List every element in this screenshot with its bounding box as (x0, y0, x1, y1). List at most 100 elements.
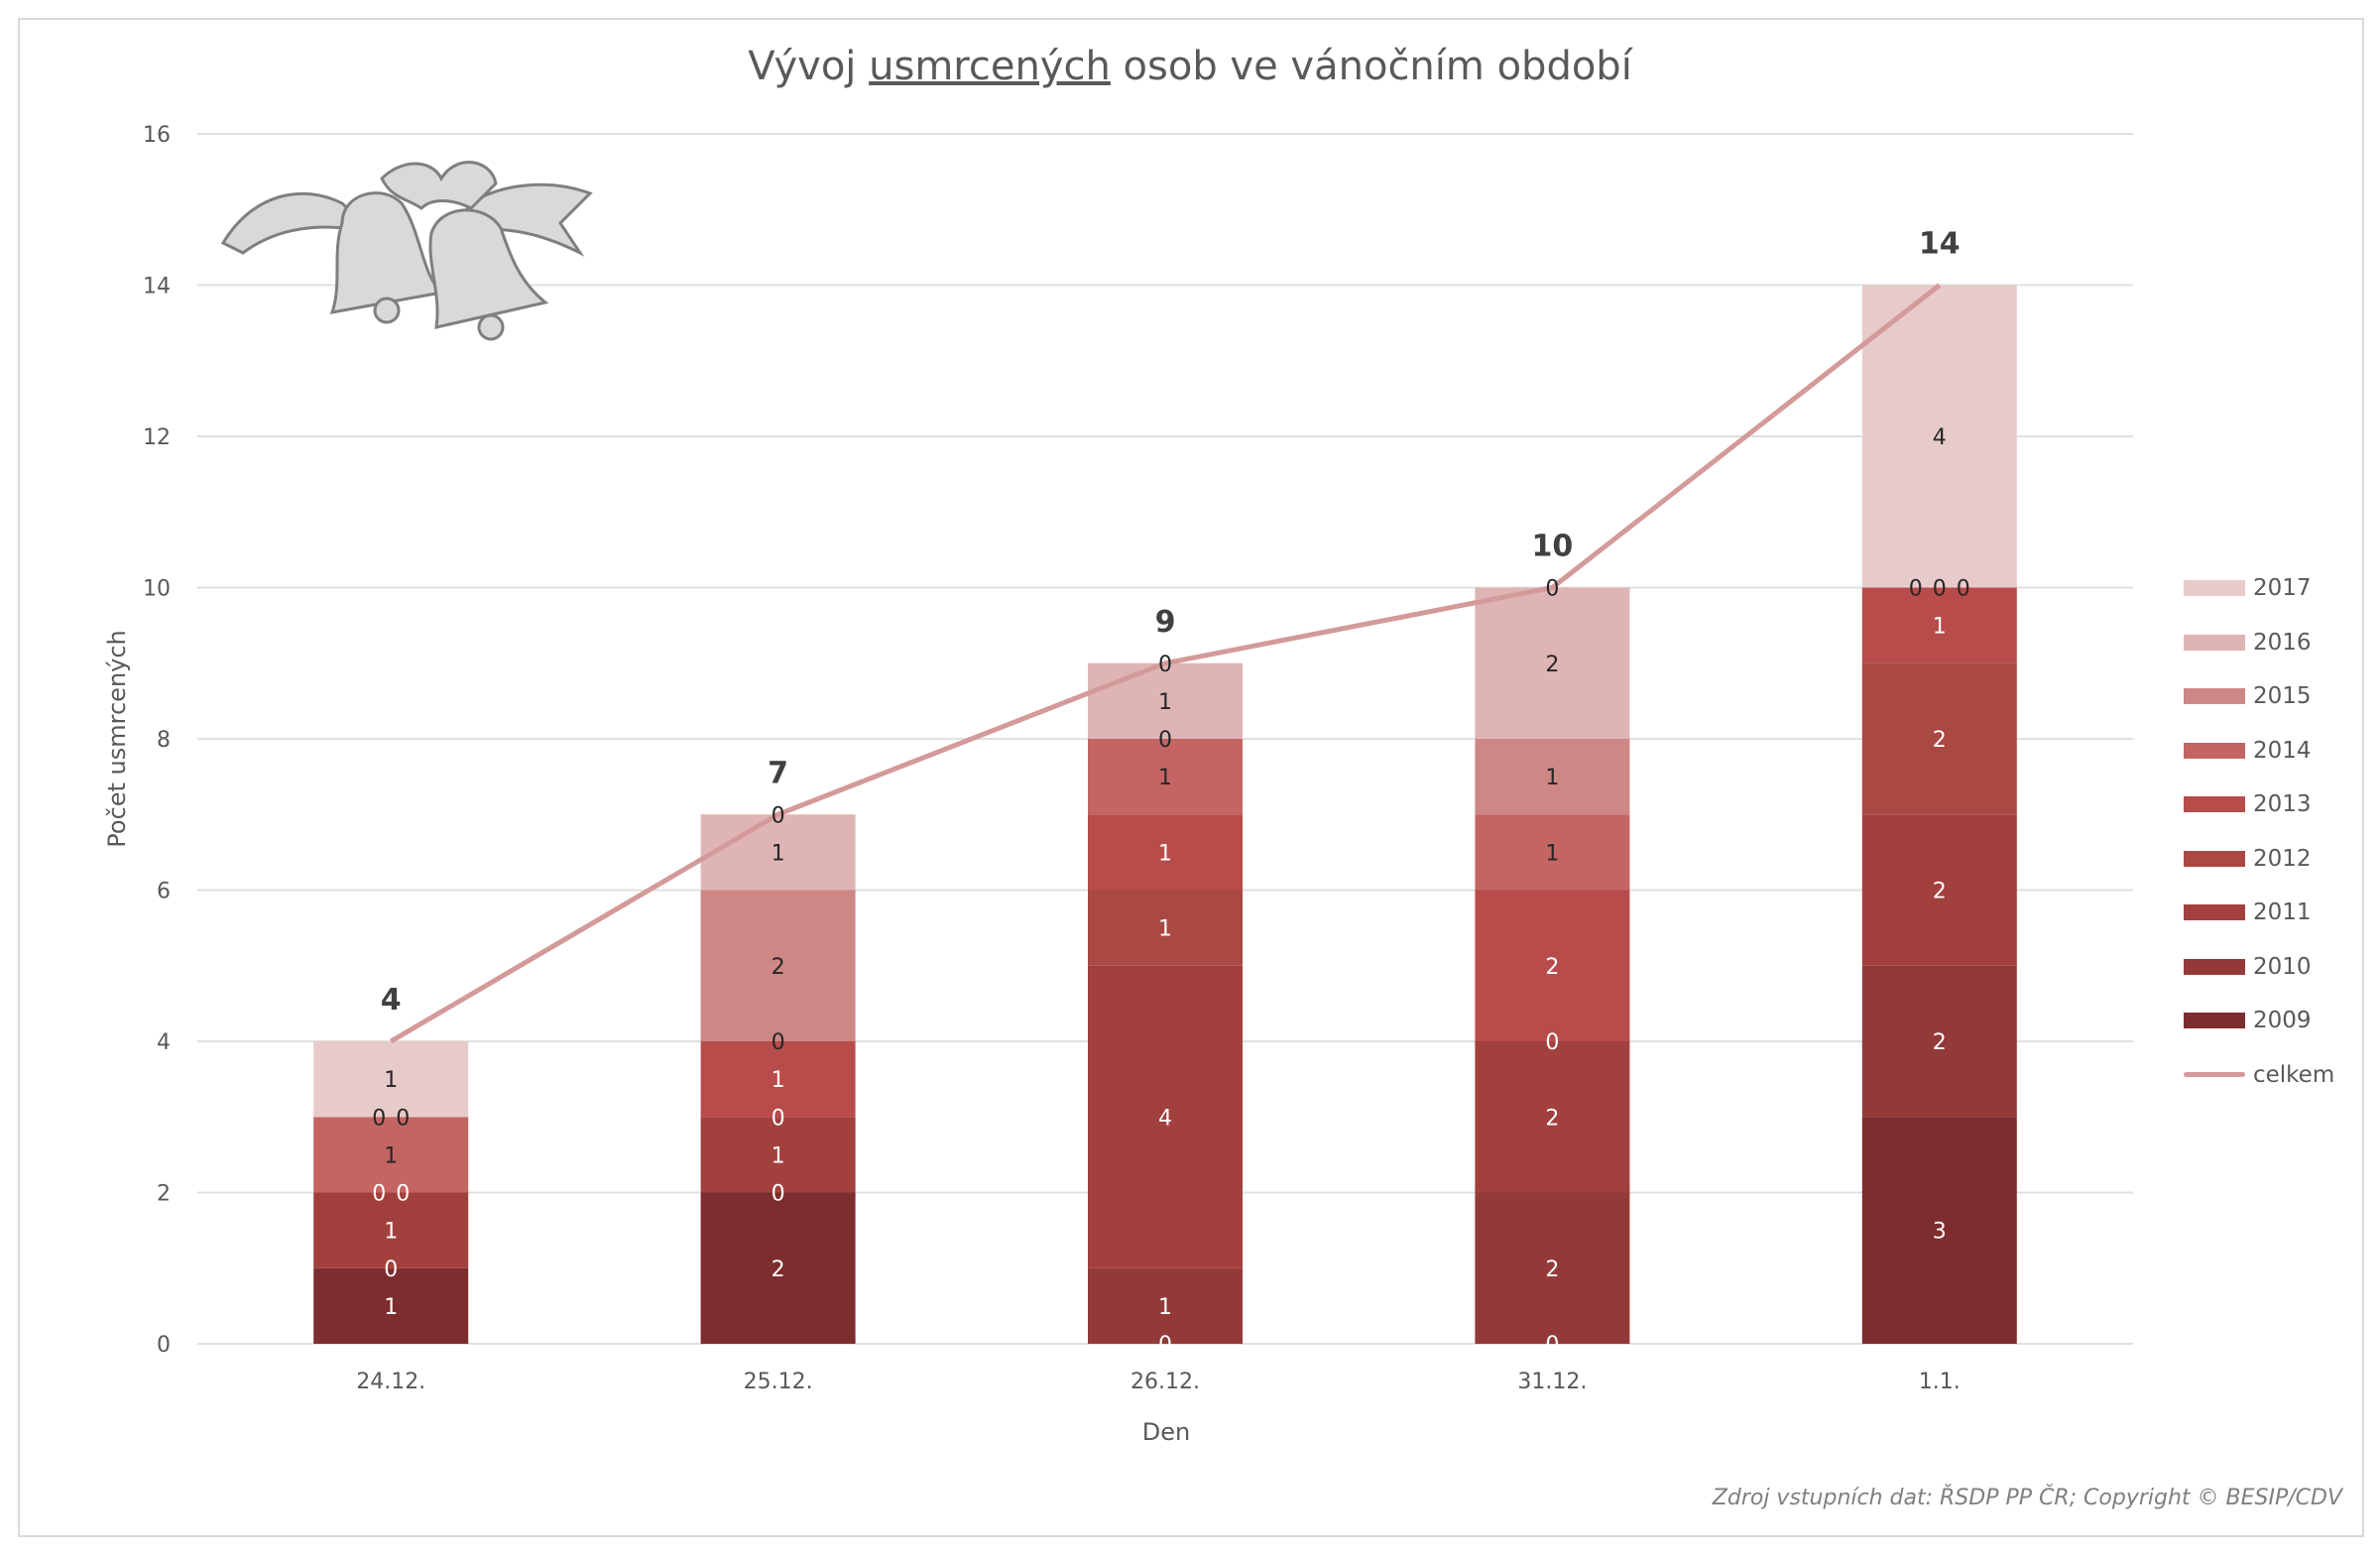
x-tick-label: 1.1. (1919, 1370, 1961, 1394)
segment-label-2012: 1 (1158, 917, 1172, 942)
bars (313, 285, 2017, 1344)
segment-label-2009: 3 (1933, 1220, 1947, 1245)
segment-label-2016: 2 (1545, 653, 1559, 677)
legend-item-total: celkem (2184, 1048, 2334, 1103)
legend-swatch (2184, 634, 2245, 651)
legend-line-swatch (2184, 1072, 2245, 1078)
x-tick-label: 24.12. (356, 1370, 425, 1394)
christmas-bells-icon (220, 161, 593, 341)
segment-label-2016: 0 (1957, 577, 1970, 602)
x-tick-labels: 24.12. 25.12. 26.12. 31.12. 1.1. (356, 1370, 1961, 1394)
segment-label-2017: 0 (772, 803, 785, 828)
legend-label: 2009 (2253, 1008, 2312, 1034)
segment-label-2012: 0 (1545, 1030, 1559, 1055)
segment-label-2015: 1 (1545, 766, 1559, 790)
chart-frame (18, 18, 2364, 1537)
y-tick-label: 0 (157, 1333, 171, 1358)
bar-segment-2017 (313, 1041, 469, 1118)
bar-segment-2012 (1861, 662, 2017, 815)
legend-swatch (2184, 580, 2245, 597)
bar-segment-2017 (1861, 285, 2017, 588)
legend-label: 2011 (2253, 899, 2312, 926)
legend-label: 2016 (2253, 629, 2312, 656)
segment-label-2015: 0 (372, 1106, 386, 1131)
legend-swatch (2184, 742, 2245, 759)
legend-item-2016: 2016 (2184, 616, 2334, 670)
legend-swatch (2184, 688, 2245, 705)
bar-segment-2009 (313, 1267, 469, 1344)
segment-label-2010: 0 (772, 1182, 785, 1207)
segment-label-2014: 1 (1158, 766, 1172, 790)
bar-segment-2012 (1088, 890, 1243, 966)
segment-label-2013: 1 (1158, 841, 1172, 866)
y-tick-label: 6 (157, 880, 171, 904)
bar-segment-2016 (700, 814, 856, 891)
bar-segment-2011 (313, 1192, 469, 1268)
segment-label-2014: 1 (384, 1143, 398, 1168)
source-note: Zdroj vstupních dat: ŘSDP PP ČR; Copyrig… (1712, 1486, 2342, 1510)
segment-label-2017: 0 (1158, 653, 1172, 677)
bar-segment-2009 (700, 1192, 856, 1344)
legend-label: 2014 (2253, 737, 2312, 764)
segment-label-2014: 0 (1909, 577, 1923, 602)
bar-segment-2013 (700, 1041, 856, 1118)
bar-segment-2016 (1088, 662, 1243, 739)
segment-label-2015: 0 (1933, 577, 1947, 602)
y-tick-label: 4 (157, 1030, 171, 1055)
total-label: 10 (1532, 530, 1574, 564)
segment-label-2013: 2 (1545, 955, 1559, 980)
y-tick-label: 8 (157, 728, 171, 753)
segment-label-2011: 2 (1545, 1106, 1559, 1131)
segment-label-2017: 1 (384, 1068, 398, 1093)
legend-label: 2010 (2253, 953, 2312, 980)
x-tick-label: 31.12. (1517, 1370, 1587, 1394)
title-underlined: usmrcených (869, 44, 1111, 89)
segment-label-2012: 0 (772, 1106, 785, 1131)
y-tick-label: 10 (143, 577, 171, 602)
segment-label-2014: 1 (1545, 841, 1559, 866)
segment-label-2017: 4 (1933, 425, 1947, 450)
bar-segment-2014 (313, 1117, 469, 1193)
data-labels: 00 00 011112000201110400111110220220112220… (372, 227, 1970, 1359)
legend: 2017 2016 2015 2014 2013 2012 2011 2010 2009 celk… (2184, 561, 2334, 1102)
y-tick-label: 2 (157, 1182, 171, 1207)
title-text-end: osob ve vánočním období (1110, 44, 1632, 89)
bar-segment-2013 (1475, 890, 1630, 1041)
segment-label-2009: 0 (1158, 1333, 1172, 1358)
legend-label: 2013 (2253, 791, 2312, 818)
segment-label-2016: 1 (772, 841, 785, 866)
segment-label-2011: 1 (772, 1143, 785, 1168)
bar-segment-2016 (1475, 587, 1630, 739)
legend-label: celkem (2253, 1061, 2335, 1088)
legend-swatch (2184, 958, 2245, 975)
bar-segment-2011 (1475, 1041, 1630, 1193)
segment-label-2013: 0 (396, 1182, 410, 1207)
total-label: 9 (1155, 605, 1176, 640)
segment-label-2014: 0 (772, 1030, 785, 1055)
bar-segment-2014 (1475, 814, 1630, 891)
total-label: 14 (1919, 227, 1961, 262)
segment-label-2011: 2 (1933, 880, 1947, 904)
bar-segment-2011 (1861, 814, 2017, 966)
segment-label-2013: 1 (772, 1068, 785, 1093)
bar-segment-2009 (1861, 1117, 2017, 1344)
segment-label-2010: 0 (384, 1258, 398, 1282)
x-tick-label: 26.12. (1130, 1370, 1200, 1394)
bar-segment-2013 (1088, 814, 1243, 891)
segment-label-2012: 0 (372, 1182, 386, 1207)
legend-item-2010: 2010 (2184, 940, 2334, 995)
segment-label-2009: 2 (772, 1258, 785, 1282)
segment-label-2015: 2 (772, 955, 785, 980)
chart-title: Vývoj usmrcených osob ve vánočním období (0, 44, 2380, 89)
segment-label-2016: 1 (1158, 690, 1172, 715)
legend-swatch (2184, 850, 2245, 867)
legend-item-2017: 2017 (2184, 561, 2334, 616)
bar-segment-2011 (700, 1117, 856, 1193)
bar-segment-2015 (1475, 739, 1630, 815)
total-line-path (389, 283, 1942, 1044)
bar-segment-2014 (1088, 739, 1243, 815)
bar-segment-2010 (1475, 1192, 1630, 1344)
segment-label-2011: 4 (1158, 1106, 1172, 1131)
bar-segment-2010 (1088, 1267, 1243, 1344)
